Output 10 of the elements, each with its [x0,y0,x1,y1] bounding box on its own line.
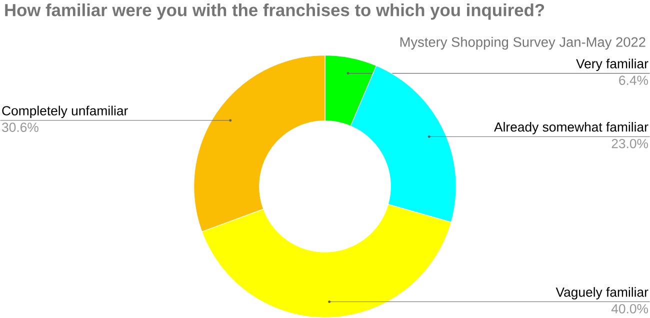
data-label: 6.4% [619,76,648,86]
slice-label: Already somewhat familiar [494,122,648,134]
slice-label: Vaguely familiar [556,287,648,300]
data-label: 40.0% [611,304,648,314]
chart-subtitle: Mystery Shopping Survey Jan-May 2022 [400,36,646,50]
data-label: 30.6% [2,122,38,132]
chart-title: How familiar were you with the franchises to which you inquired? [5,4,544,20]
slice-label: Completely unfamiliar [2,106,128,118]
slice-label: Very familiar [576,58,648,72]
data-label: 23.0% [612,138,648,148]
